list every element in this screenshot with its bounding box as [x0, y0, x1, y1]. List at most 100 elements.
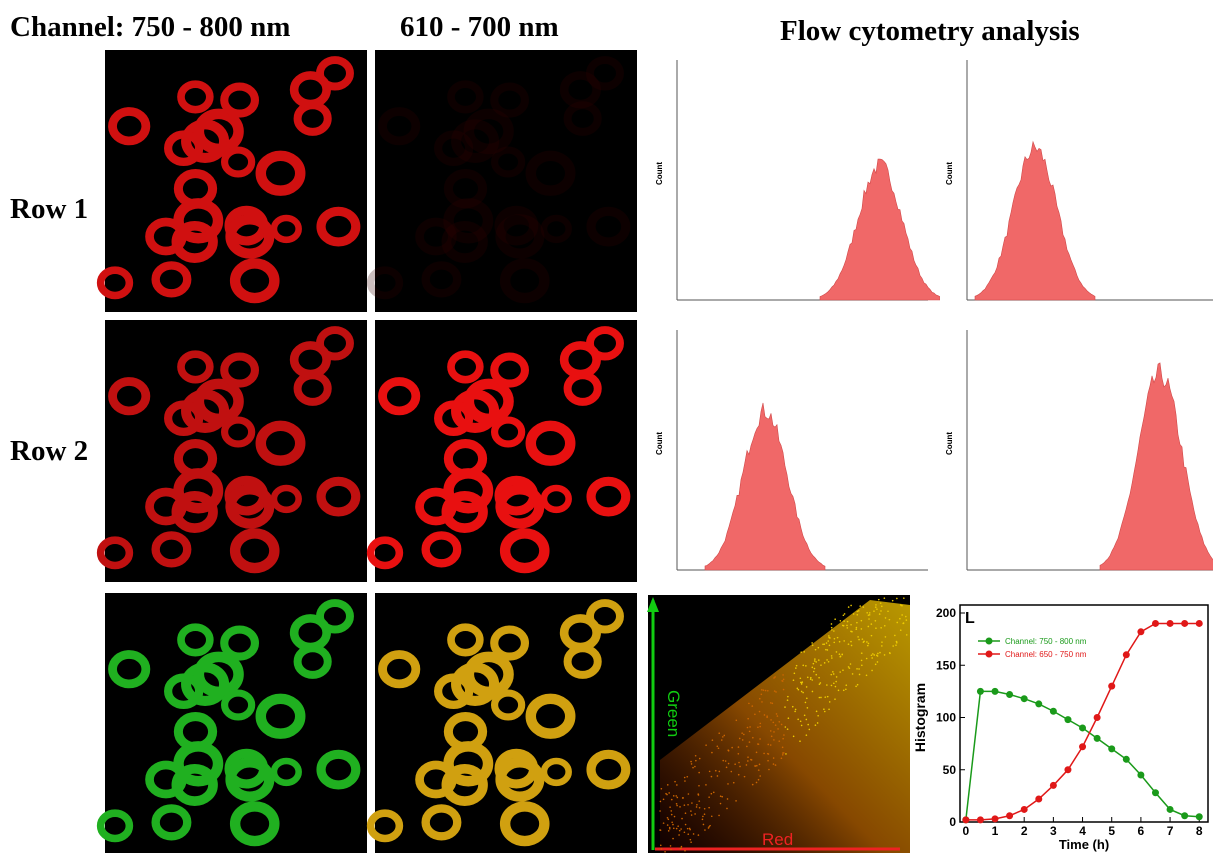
- cell: [525, 693, 576, 739]
- cell: [108, 650, 151, 689]
- data-point: [1064, 716, 1072, 724]
- scatter-dot: [784, 706, 786, 708]
- data-point: [1108, 682, 1116, 690]
- scatter-dot: [855, 685, 857, 688]
- scatter-dot: [901, 614, 903, 616]
- scatter-dot: [702, 823, 705, 826]
- data-point: [1020, 695, 1028, 703]
- scatter-dot: [805, 734, 808, 736]
- cell: [441, 763, 488, 807]
- data-point: [1122, 755, 1130, 763]
- data-point: [1166, 619, 1174, 627]
- y-tick-label: 150: [936, 658, 956, 672]
- scatter-dot: [811, 644, 814, 647]
- data-point: [1122, 651, 1130, 659]
- cell: [193, 651, 244, 698]
- cell: [193, 378, 244, 425]
- scatter-dot: [676, 796, 679, 799]
- cell: [443, 712, 488, 752]
- scatter-dot: [817, 646, 820, 649]
- scatter-dot: [766, 715, 768, 717]
- scatter-dot: [746, 726, 749, 729]
- scatter-dot: [887, 610, 889, 613]
- scatter-dot: [802, 664, 805, 667]
- scatter-dot: [758, 763, 761, 766]
- scatter-dot: [757, 778, 760, 781]
- cell: [499, 258, 550, 304]
- scatter-dot: [758, 710, 761, 713]
- scatter-dot: [782, 688, 785, 691]
- scatter-dot: [662, 798, 665, 801]
- scatter-dot: [782, 752, 784, 754]
- scatter-dot: [735, 800, 737, 802]
- cell: [585, 56, 624, 91]
- cell: [491, 416, 526, 448]
- scatter-dot: [877, 652, 879, 655]
- cell: [173, 439, 218, 479]
- scatter-dot: [773, 677, 775, 679]
- scatter-dot: [825, 642, 828, 644]
- scatter-dot: [843, 640, 845, 642]
- scatter-dot: [817, 714, 819, 717]
- scatter-dot: [748, 730, 751, 733]
- scatter-dot: [811, 666, 814, 669]
- scatter-dot: [675, 827, 678, 830]
- scatter-dot: [899, 629, 902, 632]
- cell: [463, 378, 514, 425]
- scatter-dot: [807, 723, 809, 726]
- data-point: [1151, 789, 1159, 797]
- cell: [315, 599, 354, 634]
- cell: [443, 169, 488, 209]
- scatter-dot: [846, 624, 848, 627]
- scatter-dot: [746, 745, 748, 748]
- scatter-dot: [833, 641, 836, 644]
- scatter-dot: [884, 617, 887, 619]
- scatter-dot: [787, 695, 789, 698]
- scatter-dot: [867, 642, 870, 645]
- scatter-dot: [833, 682, 835, 685]
- legend-label: Channel: 750 - 800 nm: [1005, 637, 1087, 646]
- scatter-dot: [782, 737, 784, 740]
- cell: [229, 801, 280, 847]
- scatter-dot: [859, 605, 862, 607]
- data-point: [1006, 812, 1014, 820]
- histogram: [819, 158, 941, 301]
- scatter-dot: [731, 746, 733, 749]
- scatter-dot: [876, 661, 879, 663]
- scatter-dot: [826, 649, 829, 651]
- scatter-dot: [797, 718, 799, 721]
- scatter-dot: [851, 673, 854, 675]
- scatter-dot: [680, 845, 683, 848]
- scatter-dot: [738, 761, 740, 764]
- scatter-dot: [665, 792, 667, 795]
- scatter-dot: [839, 619, 842, 622]
- scatter-dot: [806, 676, 809, 679]
- data-point: [1181, 619, 1189, 627]
- scatter-dot: [709, 824, 711, 827]
- scatter-dot: [678, 829, 681, 832]
- scatter-dot: [696, 803, 698, 806]
- scatter-dot: [813, 660, 816, 662]
- column-title: Flow cytometry analysis: [780, 15, 1080, 47]
- x-tick-label: 4: [1079, 824, 1086, 838]
- scatter-dot: [679, 806, 681, 808]
- scatter-dot: [794, 710, 796, 713]
- scatter-dot: [830, 655, 833, 657]
- scatter-dot: [771, 702, 774, 705]
- scatter-dot: [710, 775, 713, 778]
- scatter-dot: [761, 701, 763, 703]
- scatter-dot: [659, 844, 662, 847]
- scatter-dot: [866, 641, 868, 643]
- cell: [434, 130, 474, 166]
- scatter-dot: [752, 736, 754, 739]
- legend-marker: [985, 650, 993, 658]
- scatter-dot: [727, 750, 730, 752]
- scatter-dot: [880, 605, 883, 608]
- scatter-dot: [690, 763, 693, 765]
- scatter-dot: [905, 619, 908, 621]
- scatter-dot: [769, 730, 772, 732]
- scatter-dot: [690, 760, 692, 763]
- scatter-dot: [800, 683, 803, 685]
- scatter-dot: [735, 719, 738, 722]
- scatter-dot: [881, 641, 883, 643]
